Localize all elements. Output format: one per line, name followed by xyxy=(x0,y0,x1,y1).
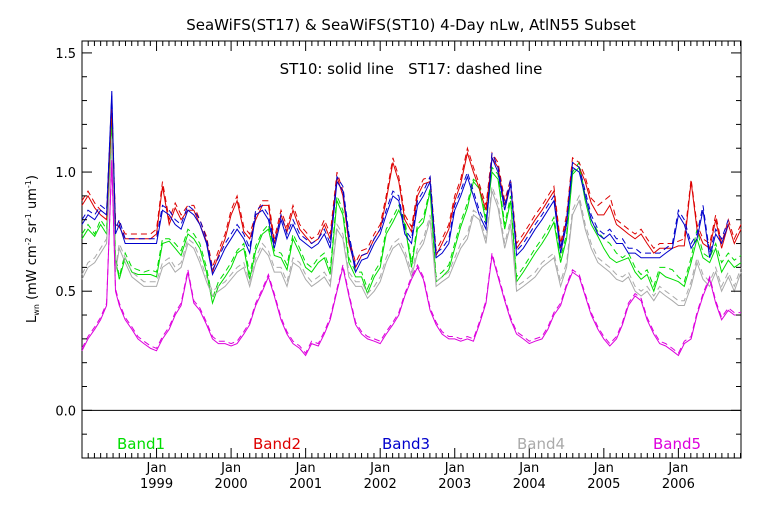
y-label-units-open: (mW cm xyxy=(25,245,40,304)
legend-band5: Band5 xyxy=(653,435,701,453)
band3-st10-solid-line xyxy=(81,90,729,277)
legend-band1: Band1 xyxy=(117,435,165,453)
legend-band4: Band4 xyxy=(517,435,565,453)
x-tick-month-label: Jan xyxy=(667,461,688,476)
plot-frame xyxy=(81,40,742,459)
x-tick-year-label: 2000 xyxy=(215,477,248,492)
y-label-exp2: -1 xyxy=(24,213,33,221)
x-tick-year-label: 2003 xyxy=(438,477,471,492)
x-tick-month-label: Jan xyxy=(146,461,167,476)
y-axis: 0.0 0.5 1.0 1.5 xyxy=(55,47,741,459)
y-tick-label: 1.5 xyxy=(55,47,76,62)
band1-st17-dashed-line xyxy=(81,119,742,301)
x-tick-year-label: 2002 xyxy=(364,477,397,492)
band4-st10-solid-line xyxy=(81,138,742,306)
y-label-units-close2: ) xyxy=(25,175,40,180)
x-tick-month-label: Jan xyxy=(220,461,241,476)
legend-band3: Band3 xyxy=(382,435,430,453)
y-axis-label: Lwn (mW cm-2 sr-1 um-1) xyxy=(24,175,41,323)
y-label-exp1: -2 xyxy=(24,237,33,245)
y-label-sub: wn xyxy=(32,304,41,316)
x-tick-month-label: Jan xyxy=(518,461,539,476)
x-axis: Jan1999Jan2000Jan2001Jan2002Jan2003Jan20… xyxy=(87,41,742,492)
band4-st17-dashed-line xyxy=(81,143,742,302)
x-tick-month-label: Jan xyxy=(295,461,316,476)
legend-band2: Band2 xyxy=(253,435,301,453)
legend: Band1 Band2 Band3 Band4 Band5 xyxy=(117,435,701,453)
x-tick-month-label: Jan xyxy=(369,461,390,476)
y-label-main: L xyxy=(25,315,40,323)
x-tick-month-label: Jan xyxy=(593,461,614,476)
x-tick-year-label: 2006 xyxy=(662,477,695,492)
x-tick-year-label: 2004 xyxy=(513,477,546,492)
chart-title: SeaWiFS(ST17) & SeaWiFS(ST10) 4-Day nLw,… xyxy=(186,16,636,34)
x-tick-month-label: Jan xyxy=(444,461,465,476)
band2-st10-solid-line xyxy=(81,105,742,274)
y-label-exp3: -1 xyxy=(24,180,33,188)
x-tick-year-label: 2005 xyxy=(587,477,620,492)
band5-st10-solid-line xyxy=(81,160,741,357)
y-label-units-close1: um xyxy=(25,188,40,213)
band3-st17-dashed-line xyxy=(81,95,729,272)
x-tick-year-label: 2001 xyxy=(289,477,322,492)
plot-area xyxy=(81,90,742,411)
x-tick-year-label: 1999 xyxy=(140,477,173,492)
band1-st10-solid-line xyxy=(81,114,742,306)
y-label-mid: sr xyxy=(25,221,40,238)
y-tick-label: 0.5 xyxy=(55,285,76,300)
y-tick-label: 1.0 xyxy=(55,166,76,181)
band2-st17-dashed-line xyxy=(81,110,742,270)
y-tick-label: 0.0 xyxy=(55,404,76,419)
annotation-linestyle: ST10: solid line ST17: dashed line xyxy=(280,60,543,78)
